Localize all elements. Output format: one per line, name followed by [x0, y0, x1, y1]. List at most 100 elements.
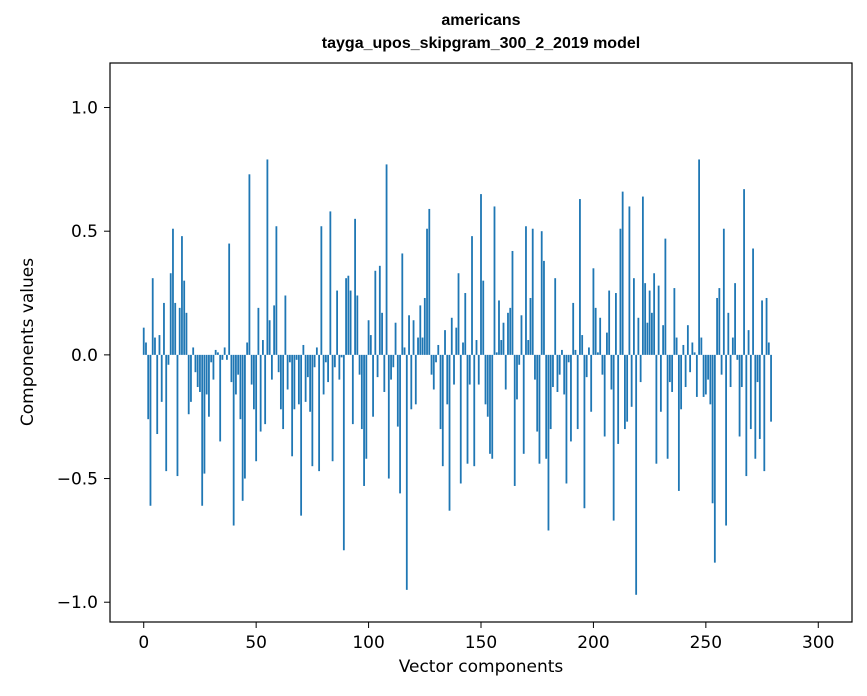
- bar-73: [306, 354, 309, 378]
- bar-68: [295, 354, 298, 360]
- bar-214: [624, 354, 626, 430]
- bar-105: [378, 265, 381, 355]
- bar-42: [237, 354, 240, 375]
- bar-241: [684, 354, 687, 388]
- bar-227: [653, 273, 656, 355]
- bar-228: [655, 354, 658, 464]
- bar-127: [428, 208, 431, 355]
- y-tick-label: −0.5: [57, 470, 98, 490]
- bar-170: [525, 226, 527, 355]
- bar-273: [756, 354, 759, 383]
- bar-265: [738, 354, 741, 437]
- bar-115: [401, 253, 404, 355]
- bar-56: [268, 320, 271, 355]
- bar-233: [666, 354, 669, 459]
- bar-275: [761, 300, 763, 355]
- bar-240: [682, 344, 685, 355]
- bar-229: [657, 285, 660, 355]
- bar-230: [659, 354, 662, 412]
- bar-145: [468, 354, 471, 385]
- bar-66: [291, 354, 294, 457]
- bar-130: [435, 354, 437, 363]
- bar-255: [716, 297, 718, 355]
- bar-168: [520, 315, 523, 355]
- bar-124: [421, 337, 424, 355]
- bar-213: [621, 191, 624, 355]
- bar-239: [680, 354, 683, 410]
- bar-234: [668, 354, 671, 383]
- bar-126: [426, 228, 428, 355]
- bar-251: [707, 354, 709, 380]
- bar-244: [691, 342, 694, 355]
- bar-95: [356, 295, 359, 355]
- bar-76: [313, 354, 316, 368]
- bar-108: [385, 164, 388, 355]
- x-tick-label: 200: [577, 633, 609, 653]
- bar-262: [731, 337, 734, 355]
- bar-271: [752, 248, 754, 355]
- bar-195: [581, 335, 584, 355]
- bar-39: [230, 354, 233, 383]
- bar-161: [504, 354, 507, 390]
- bar-20: [187, 354, 190, 415]
- bar-10: [165, 354, 168, 472]
- bar-237: [675, 337, 678, 355]
- bar-31: [212, 354, 215, 380]
- chart-subtitle: tayga_upos_skipgram_300_2_2019 model: [321, 35, 641, 52]
- bar-154: [489, 354, 491, 454]
- bar-3: [149, 354, 152, 506]
- bar-192: [574, 349, 577, 355]
- bar-163: [509, 307, 512, 355]
- bar-5: [154, 337, 156, 355]
- bar-77: [315, 347, 318, 355]
- bar-64: [286, 354, 289, 390]
- bar-207: [608, 290, 611, 355]
- bar-149: [477, 354, 480, 385]
- bar-27: [203, 354, 206, 474]
- x-tick-label: 150: [465, 633, 497, 653]
- bar-218: [633, 278, 635, 355]
- bar-156: [493, 206, 496, 355]
- bar-212: [619, 228, 622, 355]
- bar-74: [309, 354, 312, 412]
- bar-277: [765, 297, 768, 355]
- bar-86: [336, 290, 338, 355]
- bar-139: [455, 327, 458, 355]
- bar-54: [264, 354, 267, 425]
- y-axis-label: Components values: [18, 257, 38, 427]
- bar-109: [387, 354, 390, 479]
- bar-50: [255, 354, 258, 462]
- bar-180: [547, 354, 550, 531]
- bar-121: [414, 354, 417, 405]
- bar-264: [736, 354, 739, 360]
- bar-6: [156, 354, 159, 435]
- bar-45: [244, 354, 246, 479]
- y-tick-label: 0.5: [71, 222, 98, 242]
- y-axis-ticks: −1.0 −0.5 0.0 0.5 1.0: [57, 99, 110, 613]
- bar-92: [349, 290, 352, 355]
- bar-102: [372, 354, 374, 417]
- bar-75: [311, 354, 314, 467]
- bar-112: [394, 322, 397, 355]
- bar-16: [178, 307, 181, 355]
- x-tick-label: 250: [690, 633, 722, 653]
- bar-122: [417, 337, 419, 355]
- bar-23: [194, 354, 197, 373]
- bar-4: [151, 278, 154, 355]
- bar-21: [190, 354, 192, 402]
- bar-132: [439, 354, 442, 430]
- bar-14: [174, 302, 177, 355]
- bar-206: [606, 332, 608, 355]
- bar-99: [365, 354, 368, 459]
- bar-263: [734, 283, 736, 355]
- bar-79: [320, 226, 323, 355]
- bar-98: [363, 354, 365, 486]
- bar-268: [745, 354, 748, 477]
- bar-278: [767, 342, 770, 355]
- bar-178: [543, 260, 545, 355]
- bar-181: [549, 354, 552, 430]
- bar-94: [354, 218, 356, 355]
- bar-205: [603, 354, 606, 437]
- bar-59: [275, 226, 278, 355]
